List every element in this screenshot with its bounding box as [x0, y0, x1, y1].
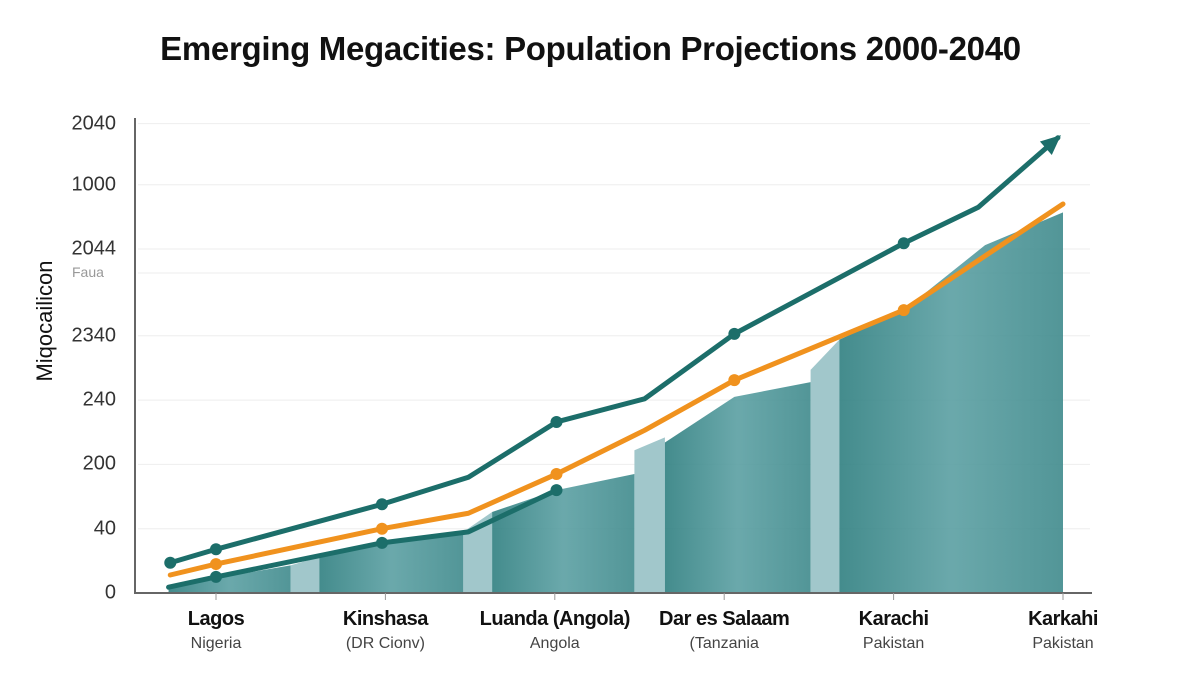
data-point — [210, 543, 222, 556]
y-tick-label: 40 — [93, 517, 116, 540]
area-block — [664, 382, 811, 593]
city-name: Luanda (Angola) — [479, 608, 631, 630]
data-point — [550, 468, 563, 481]
area-block — [168, 565, 291, 593]
x-category-label: Karachi Pakistan — [794, 608, 994, 653]
y-tick-label: 1000 — [71, 173, 117, 196]
data-point — [376, 536, 389, 549]
country-name: Pakistan — [862, 635, 925, 652]
city-name: Dar es Salaam — [659, 608, 790, 630]
country-name: (Tanzania — [689, 635, 759, 652]
x-category-label: Kinshasa (DR Cionv) — [285, 608, 485, 653]
y-tick-label: 0 — [104, 581, 116, 604]
x-category-label: Dar es Salaam (Tanzania — [624, 608, 824, 653]
country-name: Nigeria — [190, 635, 242, 652]
y-axis-annotation: Faua — [72, 264, 104, 280]
country-name: Pakistan — [1032, 635, 1094, 652]
x-category-label: Lagos Nigeria — [116, 608, 316, 653]
data-point — [550, 484, 563, 497]
city-name: Karkahi — [1028, 608, 1098, 630]
city-name: Karachi — [858, 608, 929, 630]
x-category-label: Luanda (Angola) Angola — [455, 608, 655, 653]
area-block — [319, 531, 464, 593]
data-point — [376, 522, 389, 535]
y-tick-label: 2040 — [71, 112, 117, 135]
chart-title: Emerging Megacities: Population Projecti… — [160, 30, 1021, 67]
city-name: Lagos — [187, 608, 245, 630]
data-point — [897, 237, 910, 250]
y-axis-title: Miqocailicon — [32, 260, 57, 382]
area-gap — [634, 437, 665, 593]
country-name: (DR Cionv) — [345, 635, 425, 652]
data-point — [550, 415, 563, 428]
x-category-label: Karkahi Pakistan — [963, 608, 1163, 653]
data-point — [164, 556, 177, 569]
data-point — [210, 558, 222, 571]
area-block — [839, 212, 1063, 593]
y-tick-label: 200 — [82, 452, 116, 475]
data-point — [728, 374, 741, 387]
area-gap — [810, 339, 840, 593]
data-point — [376, 498, 389, 511]
arrow-head-icon — [1039, 135, 1061, 156]
data-point — [210, 570, 222, 583]
y-tick-label: 240 — [82, 388, 116, 411]
data-point — [728, 327, 741, 340]
area-gap — [290, 556, 320, 593]
data-point — [897, 304, 910, 317]
y-tick-label: 2340 — [71, 324, 117, 347]
y-tick-label: 2044 — [71, 237, 117, 260]
country-name: Angola — [529, 635, 580, 652]
series-line-teal-arrow — [167, 135, 1061, 566]
city-name: Kinshasa — [342, 608, 428, 630]
